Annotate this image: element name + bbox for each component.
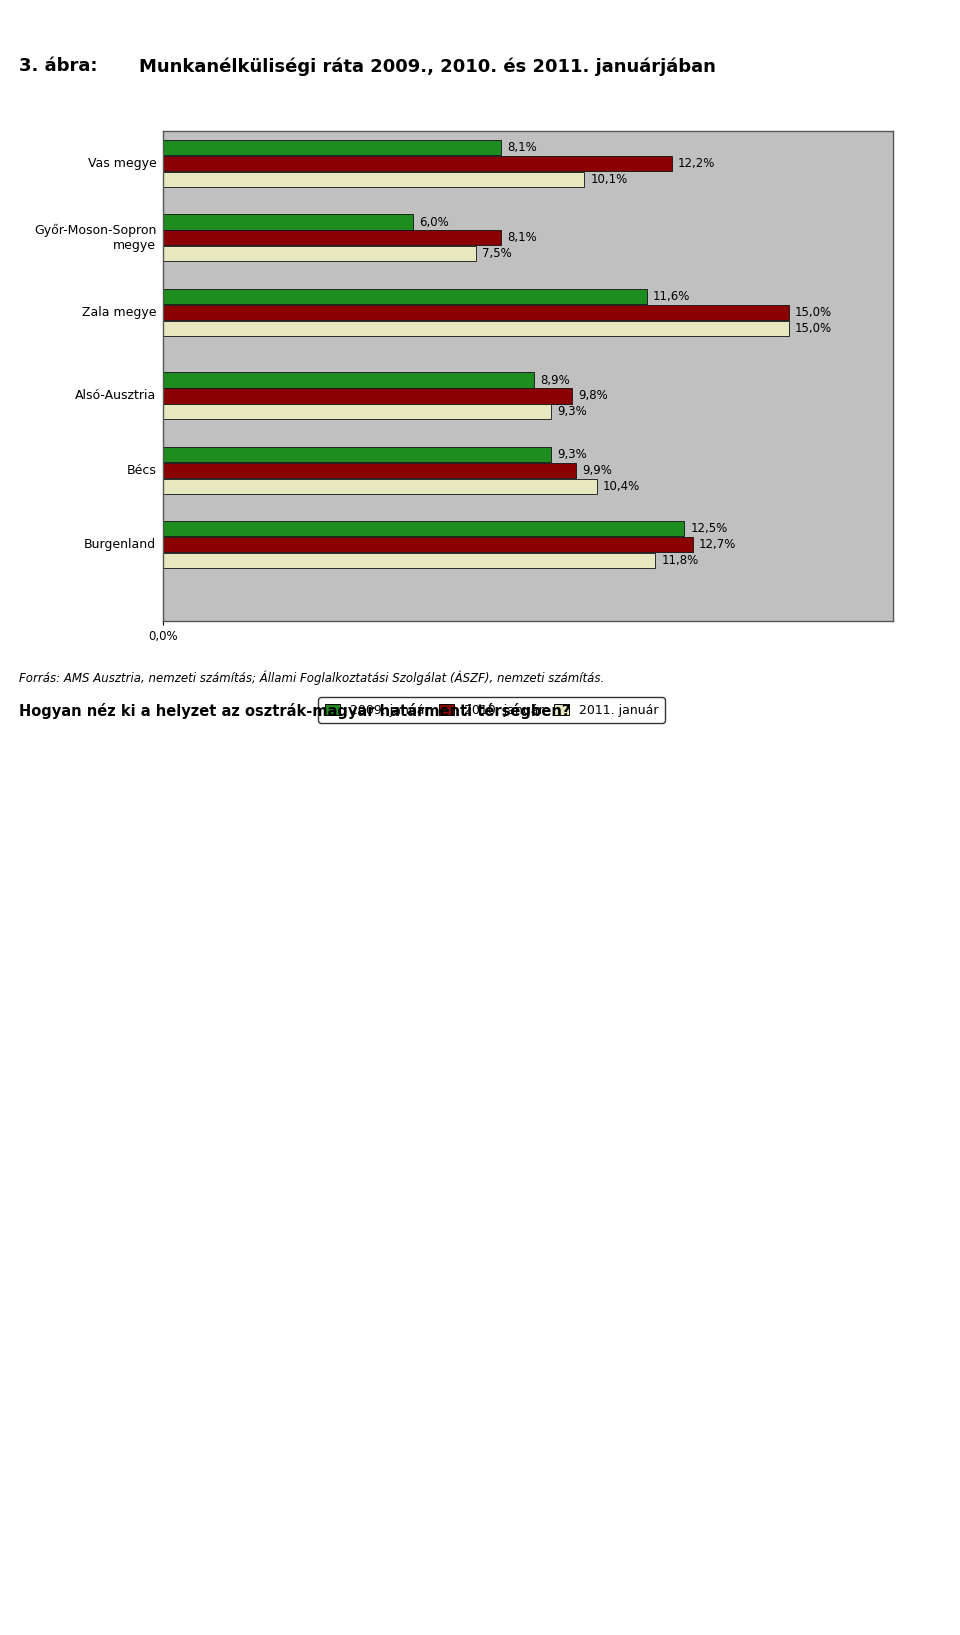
Bar [163, 155, 672, 172]
Text: Forrás: AMS Ausztria, nemzeti számítás; Állami Foglalkoztatási Szolgálat (ÁSZF),: Forrás: AMS Ausztria, nemzeti számítás; … [19, 670, 605, 685]
Text: 6,0%: 6,0% [420, 216, 449, 229]
Text: 9,9%: 9,9% [582, 464, 612, 477]
Bar [163, 172, 585, 186]
Text: 8,9%: 8,9% [540, 373, 570, 386]
Text: 12,5%: 12,5% [690, 522, 728, 535]
Bar [163, 463, 576, 477]
Bar [163, 214, 414, 229]
Text: 8,1%: 8,1% [507, 232, 537, 244]
Bar [163, 304, 788, 320]
Text: 12,2%: 12,2% [678, 157, 715, 170]
Text: 9,3%: 9,3% [557, 405, 587, 419]
Text: 11,6%: 11,6% [653, 289, 690, 302]
Bar [163, 231, 501, 245]
Bar [163, 247, 476, 262]
Bar [163, 320, 788, 335]
Bar [163, 387, 572, 404]
Text: 9,3%: 9,3% [557, 448, 587, 461]
Bar [163, 553, 655, 569]
Text: 15,0%: 15,0% [795, 322, 832, 335]
Legend: 2009. január, 2010. január, 2011. január: 2009. január, 2010. január, 2011. január [319, 698, 664, 723]
Bar [163, 446, 551, 463]
Text: 10,1%: 10,1% [590, 173, 628, 186]
Text: 3. ábra:: 3. ábra: [19, 57, 98, 75]
Bar [163, 479, 597, 494]
Bar [163, 522, 684, 536]
Text: 8,1%: 8,1% [507, 141, 537, 154]
Bar [163, 404, 551, 419]
Text: Hogyan néz ki a helyzet az osztrák-magyar határmenti térségben?: Hogyan néz ki a helyzet az osztrák-magya… [19, 703, 570, 719]
Bar [163, 141, 501, 155]
Text: 12,7%: 12,7% [699, 538, 736, 551]
Text: Munkanélküliségi ráta 2009., 2010. és 2011. januárjában: Munkanélküliségi ráta 2009., 2010. és 20… [139, 57, 716, 75]
Text: 15,0%: 15,0% [795, 306, 832, 319]
Text: 9,8%: 9,8% [578, 389, 608, 402]
Text: 10,4%: 10,4% [603, 479, 640, 492]
Text: 7,5%: 7,5% [482, 247, 512, 260]
Bar [163, 538, 693, 553]
Text: 11,8%: 11,8% [661, 554, 699, 567]
Bar [163, 373, 535, 387]
Bar [163, 289, 647, 304]
